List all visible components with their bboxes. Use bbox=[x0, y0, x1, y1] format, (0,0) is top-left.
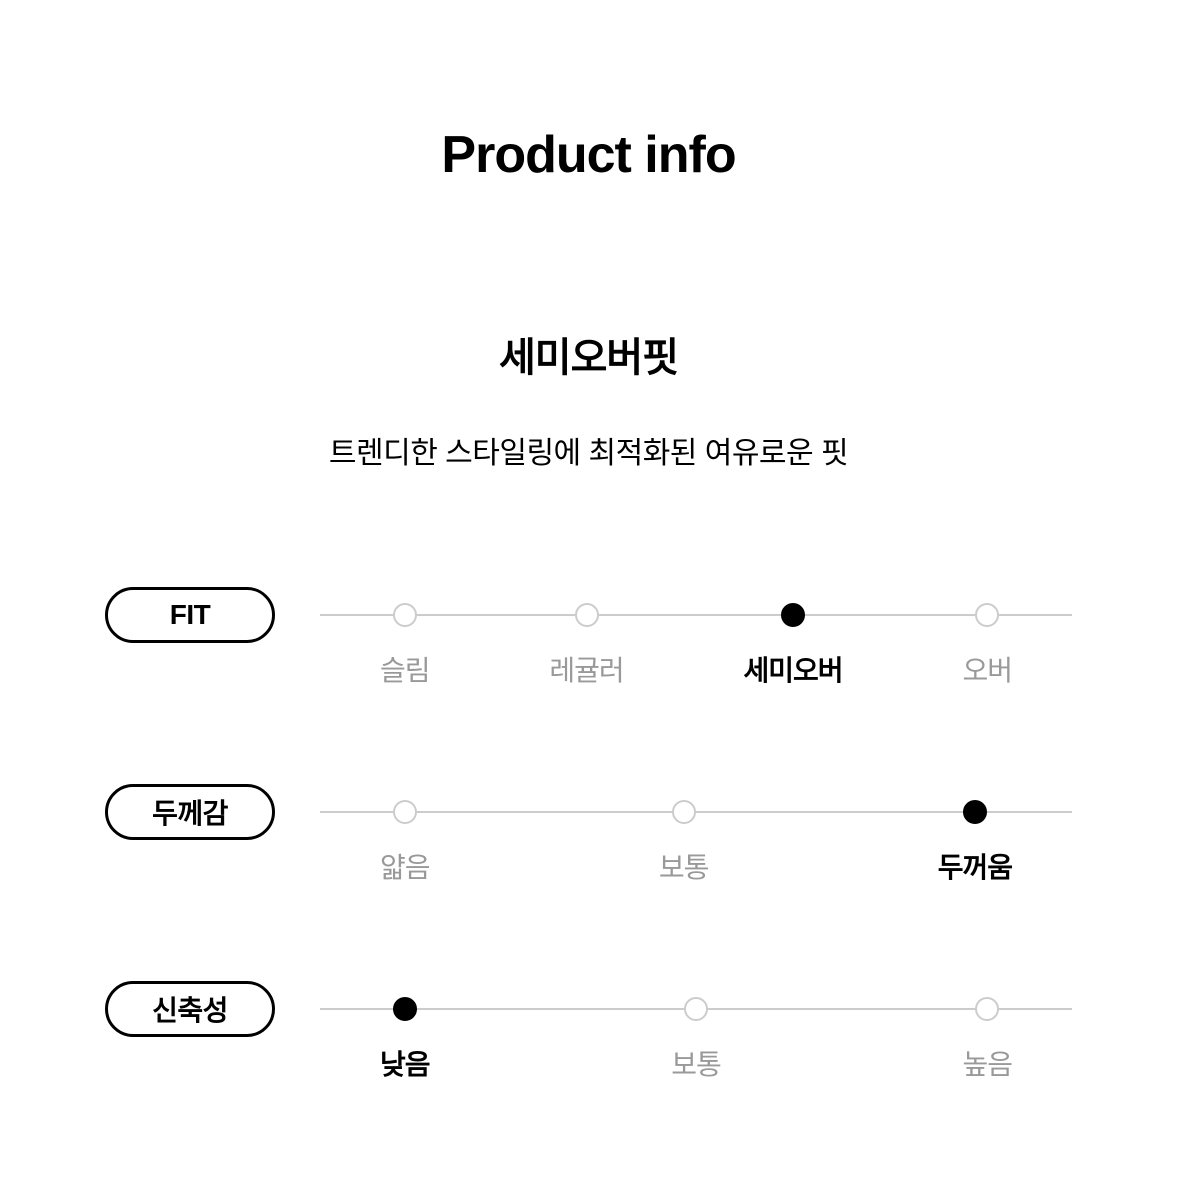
scale-point[interactable]: 낮음 bbox=[380, 997, 430, 1083]
point-label: 낮음 bbox=[380, 1043, 430, 1083]
attr-row: FIT 슬림 레귤러 세미오버 오버 bbox=[105, 587, 1072, 689]
point-dot bbox=[393, 603, 417, 627]
point-label: 높음 bbox=[962, 1043, 1012, 1083]
point-dot bbox=[393, 997, 417, 1021]
point-dot bbox=[393, 800, 417, 824]
attr-label: 신축성 bbox=[105, 981, 275, 1037]
point-label: 보통 bbox=[671, 1043, 721, 1083]
scale-point[interactable]: 보통 bbox=[671, 997, 721, 1083]
scale-point[interactable]: 두꺼움 bbox=[938, 800, 1012, 886]
page-title: Product info bbox=[0, 0, 1177, 185]
attr-label: 두께감 bbox=[105, 784, 275, 840]
scale-point[interactable]: 세미오버 bbox=[744, 603, 843, 689]
point-dot bbox=[781, 603, 805, 627]
attr-scale: 얇음 보통 두꺼움 bbox=[320, 784, 1072, 886]
attr-row: 신축성낮음 보통 높음 bbox=[105, 981, 1072, 1083]
subtitle-block: 세미오버핏 트렌디한 스타일링에 최적화된 여유로운 핏 bbox=[0, 325, 1177, 472]
scale-points: 얇음 보통 두꺼움 bbox=[320, 800, 1072, 886]
attr-scale: 낮음 보통 높음 bbox=[320, 981, 1072, 1083]
point-dot bbox=[975, 603, 999, 627]
scale-point[interactable]: 보통 bbox=[659, 800, 709, 886]
scale-point[interactable]: 오버 bbox=[962, 603, 1012, 689]
scale-points: 낮음 보통 높음 bbox=[320, 997, 1072, 1083]
attr-label: FIT bbox=[105, 587, 275, 643]
attr-row: 두께감얇음 보통 두꺼움 bbox=[105, 784, 1072, 886]
point-dot bbox=[975, 997, 999, 1021]
scale-points: 슬림 레귤러 세미오버 오버 bbox=[320, 603, 1072, 689]
point-dot bbox=[684, 997, 708, 1021]
point-label: 오버 bbox=[962, 649, 1012, 689]
point-label: 레귤러 bbox=[549, 649, 623, 689]
subtitle-main: 세미오버핏 bbox=[0, 325, 1177, 383]
scale-point[interactable]: 슬림 bbox=[380, 603, 430, 689]
attr-scale: 슬림 레귤러 세미오버 오버 bbox=[320, 587, 1072, 689]
scale-point[interactable]: 레귤러 bbox=[549, 603, 623, 689]
point-dot bbox=[575, 603, 599, 627]
scale-point[interactable]: 높음 bbox=[962, 997, 1012, 1083]
point-dot bbox=[672, 800, 696, 824]
point-label: 두꺼움 bbox=[938, 846, 1012, 886]
scale-point[interactable]: 얇음 bbox=[380, 800, 430, 886]
attributes-container: FIT슬림레귤러세미오버오버두께감얇음보통두꺼움신축성낮음보통높음 bbox=[0, 587, 1177, 1083]
point-label: 슬림 bbox=[380, 649, 430, 689]
subtitle-desc: 트렌디한 스타일링에 최적화된 여유로운 핏 bbox=[0, 428, 1177, 472]
point-label: 세미오버 bbox=[744, 649, 843, 689]
point-label: 얇음 bbox=[380, 846, 430, 886]
point-dot bbox=[963, 800, 987, 824]
point-label: 보통 bbox=[659, 846, 709, 886]
